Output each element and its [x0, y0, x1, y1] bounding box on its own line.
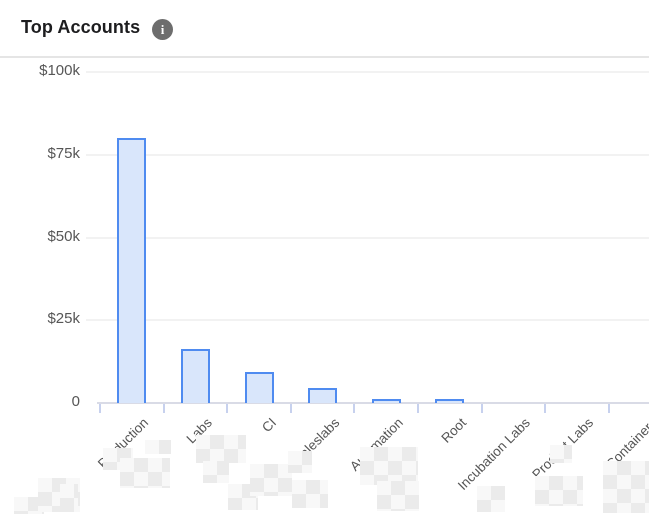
- redaction-mosaic: [477, 486, 505, 512]
- bar-automation[interactable]: [371, 399, 401, 403]
- redaction-mosaic: [288, 451, 312, 473]
- redaction-mosaic: [145, 440, 171, 454]
- x-axis-tick: [480, 404, 483, 413]
- redaction-mosaic: [60, 484, 78, 512]
- x-axis-label-ci: CI: [258, 415, 279, 436]
- redaction-mosaic: [120, 458, 170, 488]
- gridline-75k: [86, 153, 649, 156]
- x-axis-tick: [353, 404, 356, 413]
- x-axis-tick: [544, 404, 547, 413]
- x-axis-line: [97, 402, 649, 404]
- x-axis-tick: [226, 404, 229, 413]
- bar-production[interactable]: [117, 138, 147, 403]
- redaction-mosaic: [377, 481, 419, 511]
- widget-title: Top Accounts: [21, 17, 141, 37]
- x-axis-tick: [162, 404, 165, 413]
- bar-saleslabs[interactable]: [308, 388, 338, 403]
- y-axis-label-50k: $50k: [47, 227, 80, 245]
- redaction-mosaic: [550, 445, 572, 463]
- y-axis-label-100k: $100k: [39, 62, 80, 79]
- info-icon[interactable]: i: [152, 19, 173, 40]
- redaction-mosaic: [196, 435, 246, 463]
- header-divider: [0, 56, 649, 58]
- redaction-mosaic: [603, 461, 649, 513]
- gridline-50k: [86, 236, 649, 239]
- gridline-100k: [86, 71, 649, 73]
- redaction-mosaic: [360, 447, 418, 485]
- x-axis-tick: [289, 404, 292, 413]
- redaction-mosaic: [14, 497, 44, 514]
- bar-root[interactable]: [435, 399, 465, 403]
- y-axis-label-25k: $25k: [47, 310, 80, 328]
- redaction-mosaic: [535, 476, 583, 506]
- redaction-mosaic: [203, 461, 229, 483]
- bar-ci[interactable]: [244, 372, 274, 403]
- x-axis-tick: [417, 404, 419, 413]
- gridline-25k: [86, 319, 649, 322]
- x-axis-tick: [99, 404, 101, 413]
- redaction-mosaic: [292, 480, 328, 508]
- y-axis-label-75k: $75k: [47, 144, 80, 162]
- x-axis-label-root: Root: [438, 415, 470, 446]
- info-icon-glyph: i: [160, 22, 165, 37]
- x-axis-tick: [607, 404, 610, 413]
- y-axis-label-0: 0: [71, 393, 80, 410]
- bar-labs[interactable]: [180, 349, 210, 403]
- redaction-mosaic: [250, 464, 292, 496]
